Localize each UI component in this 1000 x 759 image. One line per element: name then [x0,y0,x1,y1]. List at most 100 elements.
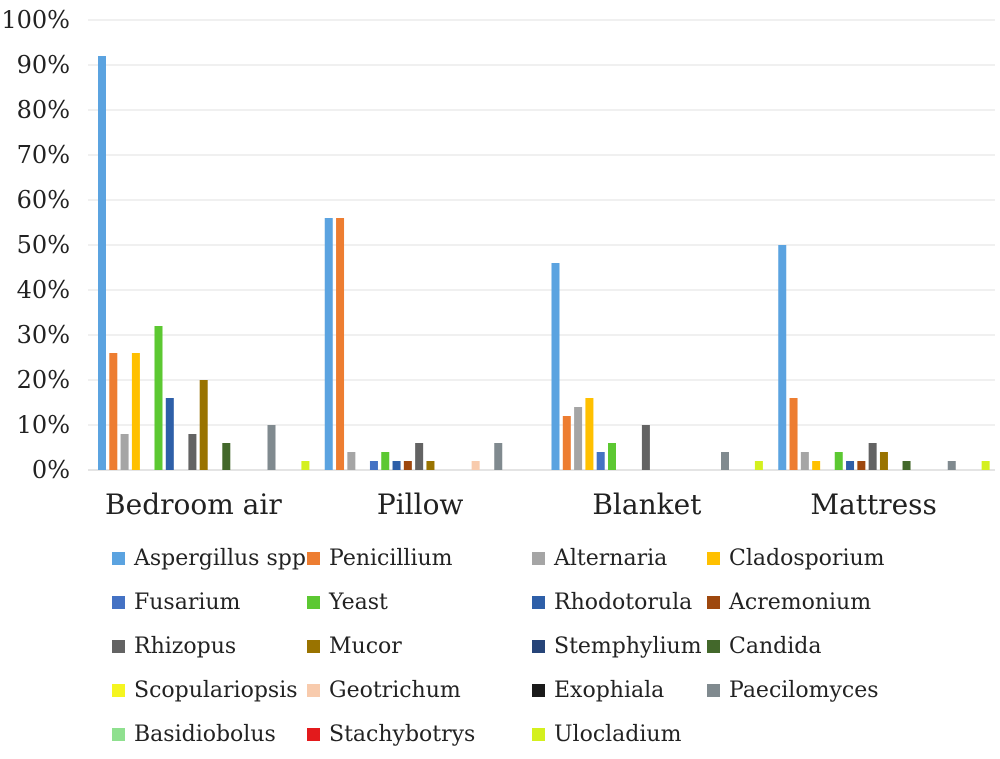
y-tick-label: 0% [32,456,70,484]
bar [778,245,787,470]
legend-swatch [707,595,720,609]
y-tick-label: 100% [1,6,70,34]
legend-label: Alternaria [554,545,668,571]
bar [834,452,843,470]
legend-swatch [532,683,545,697]
bars [98,56,990,470]
bar [381,452,390,470]
bar [403,461,412,470]
legend-swatch [112,595,125,609]
y-tick-label: 40% [17,276,70,304]
y-tick-label: 90% [17,51,70,79]
bar [562,416,571,470]
legend-swatch [307,639,320,653]
bar [154,326,163,470]
legend-label: Acremonium [729,589,872,615]
legend-label: Fusarium [134,589,241,615]
bar [324,218,333,470]
legend-item: Stachybotrys [307,716,475,752]
bar [981,461,990,470]
legend-label: Scopulariopsis [134,677,298,703]
bar [267,425,276,470]
legend-label: Basidiobolus [134,721,276,747]
legend-label: Penicillium [329,545,453,571]
bar [222,443,231,470]
bar [347,452,356,470]
legend-label: Yeast [329,589,388,615]
bar [754,461,763,470]
legend-swatch [307,595,320,609]
legend-swatch [532,595,545,609]
bar [812,461,821,470]
y-tick-label: 20% [17,366,70,394]
legend-swatch [307,683,320,697]
legend-swatch [532,727,545,741]
y-axis-tick-labels: 0% 10% 20% 30% 40% 50% 60% 70% 80% 90% 100% [1,6,70,484]
legend-item: Exophiala [532,672,664,708]
legend-label: Geotrichum [329,677,461,703]
bar [199,380,208,470]
legend-label: Exophiala [554,677,665,703]
legend-item: Yeast [307,584,388,620]
y-tick-label: 60% [17,186,70,214]
legend-label: Candida [729,633,822,659]
legend-item: Fusarium [112,584,240,620]
legend-item: Paecilomyces [707,672,879,708]
legend-item: Ulocladium [532,716,681,752]
x-axis-category-labels: Bedroom air Pillow Blanket Mattress [105,488,937,521]
legend-label: Paecilomyces [729,677,879,703]
bar-chart: 0% 10% 20% 30% 40% 50% 60% 70% 80% 90% 100% Bedroo… [1,6,995,521]
legend-item: Acremonium [707,584,871,620]
x-category-label: Bedroom air [105,488,282,521]
bar [800,452,809,470]
bar [131,353,140,470]
legend-item: Mucor [307,628,402,664]
legend-swatch [112,551,125,565]
bar [120,434,129,470]
bar [902,461,911,470]
legend-swatch [307,551,320,565]
bar [188,434,197,470]
x-category-label: Blanket [592,488,702,521]
bar [585,398,594,470]
legend-swatch [112,727,125,741]
legend-item: Alternaria [532,540,667,576]
legend-label: Stachybotrys [329,721,476,747]
bar [596,452,605,470]
bar [857,461,866,470]
bar [426,461,435,470]
legend-label: Aspergillus spp [134,545,306,571]
legend-swatch [532,639,545,653]
legend-swatch [532,551,545,565]
bar [574,407,583,470]
bar [846,461,855,470]
legend-swatch [112,639,125,653]
legend-item: Basidiobolus [112,716,276,752]
bar [868,443,877,470]
legend-item: Penicillium [307,540,453,576]
y-tick-label: 50% [17,231,70,259]
bar [789,398,798,470]
bar [471,461,480,470]
y-tick-label: 10% [17,411,70,439]
gridlines [88,19,995,471]
y-tick-label: 70% [17,141,70,169]
bar [721,452,729,470]
bar [165,398,174,470]
bar [879,452,888,470]
legend-label: Cladosporium [729,545,885,571]
x-category-label: Pillow [377,488,464,521]
legend-swatch [112,683,125,697]
legend-item: Stemphylium [532,628,702,664]
legend-swatch [707,683,720,697]
legend-swatch [307,727,320,741]
legend-swatch [707,551,720,565]
bar [947,461,956,470]
bar [641,425,650,470]
bar [336,218,345,470]
bar [109,353,118,470]
legend-label: Ulocladium [554,721,682,747]
legend-label: Mucor [329,633,402,659]
bar [301,461,310,470]
bar [608,443,616,470]
